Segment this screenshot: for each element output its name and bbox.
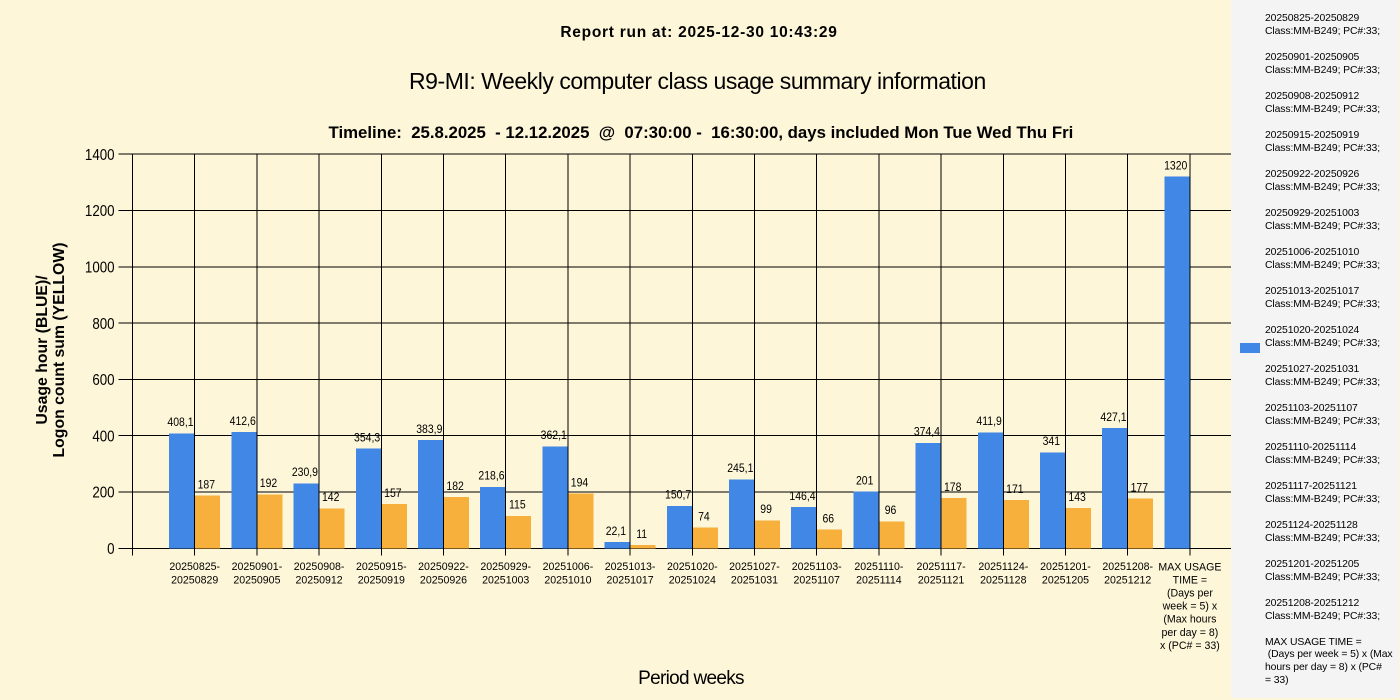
svg-text:96: 96	[885, 504, 897, 517]
svg-text:11: 11	[636, 528, 647, 541]
svg-text:20250901-: 20250901-	[232, 561, 283, 573]
svg-text:TIME =: TIME =	[1173, 574, 1207, 586]
svg-text:(Max hours: (Max hours	[1163, 614, 1216, 626]
svg-text:1400: 1400	[85, 147, 115, 164]
svg-text:411,9: 411,9	[976, 416, 1001, 429]
svg-text:20250919: 20250919	[358, 575, 405, 587]
svg-text:99: 99	[760, 504, 772, 517]
svg-text:412,6: 412,6	[230, 415, 256, 428]
svg-text:427,1: 427,1	[1100, 411, 1126, 424]
svg-text:142: 142	[322, 491, 339, 504]
svg-text:22,1: 22,1	[606, 525, 626, 538]
svg-text:177: 177	[1131, 482, 1148, 495]
svg-text:20251017: 20251017	[607, 575, 654, 587]
svg-text:20251103-: 20251103-	[792, 561, 842, 573]
svg-text:20251117-: 20251117-	[917, 561, 967, 573]
svg-text:187: 187	[198, 479, 215, 492]
svg-text:1320: 1320	[1164, 160, 1187, 173]
svg-text:week = 5) x: week = 5) x	[1162, 601, 1218, 613]
svg-text:20251024: 20251024	[669, 575, 716, 587]
svg-text:218,6: 218,6	[478, 470, 504, 483]
svg-text:245,1: 245,1	[727, 462, 753, 475]
svg-text:115: 115	[509, 499, 526, 512]
svg-text:20251110-: 20251110-	[854, 561, 904, 573]
svg-text:20251107: 20251107	[794, 575, 840, 587]
svg-text:20251121: 20251121	[918, 575, 964, 587]
svg-text:x (PC# = 33): x (PC# = 33)	[1160, 640, 1220, 652]
svg-text:20250922-: 20250922-	[418, 561, 469, 573]
svg-text:194: 194	[571, 477, 589, 490]
svg-text:20251205: 20251205	[1042, 575, 1089, 587]
svg-text:157: 157	[384, 487, 401, 500]
svg-text:200: 200	[92, 485, 114, 502]
svg-text:20251128: 20251128	[980, 575, 1026, 587]
svg-text:20250905: 20250905	[233, 575, 280, 587]
svg-text:per day = 8): per day = 8)	[1161, 627, 1218, 639]
svg-text:600: 600	[92, 372, 114, 389]
svg-text:20251027-: 20251027-	[729, 561, 780, 573]
svg-text:74: 74	[698, 511, 710, 524]
svg-text:20251006-: 20251006-	[543, 561, 594, 573]
svg-text:(Days per: (Days per	[1167, 588, 1213, 600]
svg-text:800: 800	[92, 316, 114, 333]
svg-text:171: 171	[1006, 483, 1023, 496]
svg-text:146,4: 146,4	[789, 490, 816, 503]
svg-text:1000: 1000	[85, 259, 115, 276]
svg-text:20251212: 20251212	[1104, 575, 1151, 587]
svg-text:201: 201	[856, 475, 873, 488]
svg-text:400: 400	[92, 428, 114, 445]
svg-text:143: 143	[1068, 491, 1085, 504]
svg-text:341: 341	[1043, 435, 1060, 448]
svg-text:20251003: 20251003	[482, 575, 529, 587]
svg-text:20251208-: 20251208-	[1102, 561, 1153, 573]
svg-text:20250915-: 20250915-	[356, 561, 407, 573]
svg-text:MAX USAGE: MAX USAGE	[1158, 561, 1221, 573]
svg-text:20251201-: 20251201-	[1040, 561, 1091, 573]
svg-text:230,9: 230,9	[292, 466, 318, 479]
svg-text:20251031: 20251031	[731, 575, 778, 587]
svg-text:383,9: 383,9	[416, 423, 442, 436]
svg-text:20251124-: 20251124-	[978, 561, 1028, 573]
svg-text:20250912: 20250912	[296, 575, 343, 587]
svg-text:1200: 1200	[85, 203, 115, 220]
svg-text:182: 182	[446, 480, 463, 493]
svg-text:408,1: 408,1	[167, 417, 193, 430]
svg-text:0: 0	[107, 541, 114, 558]
svg-text:66: 66	[822, 513, 834, 526]
svg-text:20251010: 20251010	[544, 575, 591, 587]
svg-text:20250926: 20250926	[420, 575, 467, 587]
svg-text:20251020-: 20251020-	[667, 561, 718, 573]
svg-text:192: 192	[260, 477, 277, 490]
svg-text:20250825-: 20250825-	[169, 561, 220, 573]
svg-text:20251114: 20251114	[856, 575, 902, 587]
svg-text:354,3: 354,3	[354, 432, 380, 445]
svg-text:362,1: 362,1	[541, 430, 567, 443]
svg-text:20250929-: 20250929-	[480, 561, 531, 573]
svg-text:20250908-: 20250908-	[294, 561, 345, 573]
svg-text:20250829: 20250829	[171, 575, 218, 587]
svg-text:374,4: 374,4	[914, 426, 941, 439]
svg-text:20251013-: 20251013-	[605, 561, 656, 573]
svg-text:150,7: 150,7	[665, 489, 691, 502]
svg-text:178: 178	[944, 481, 961, 494]
